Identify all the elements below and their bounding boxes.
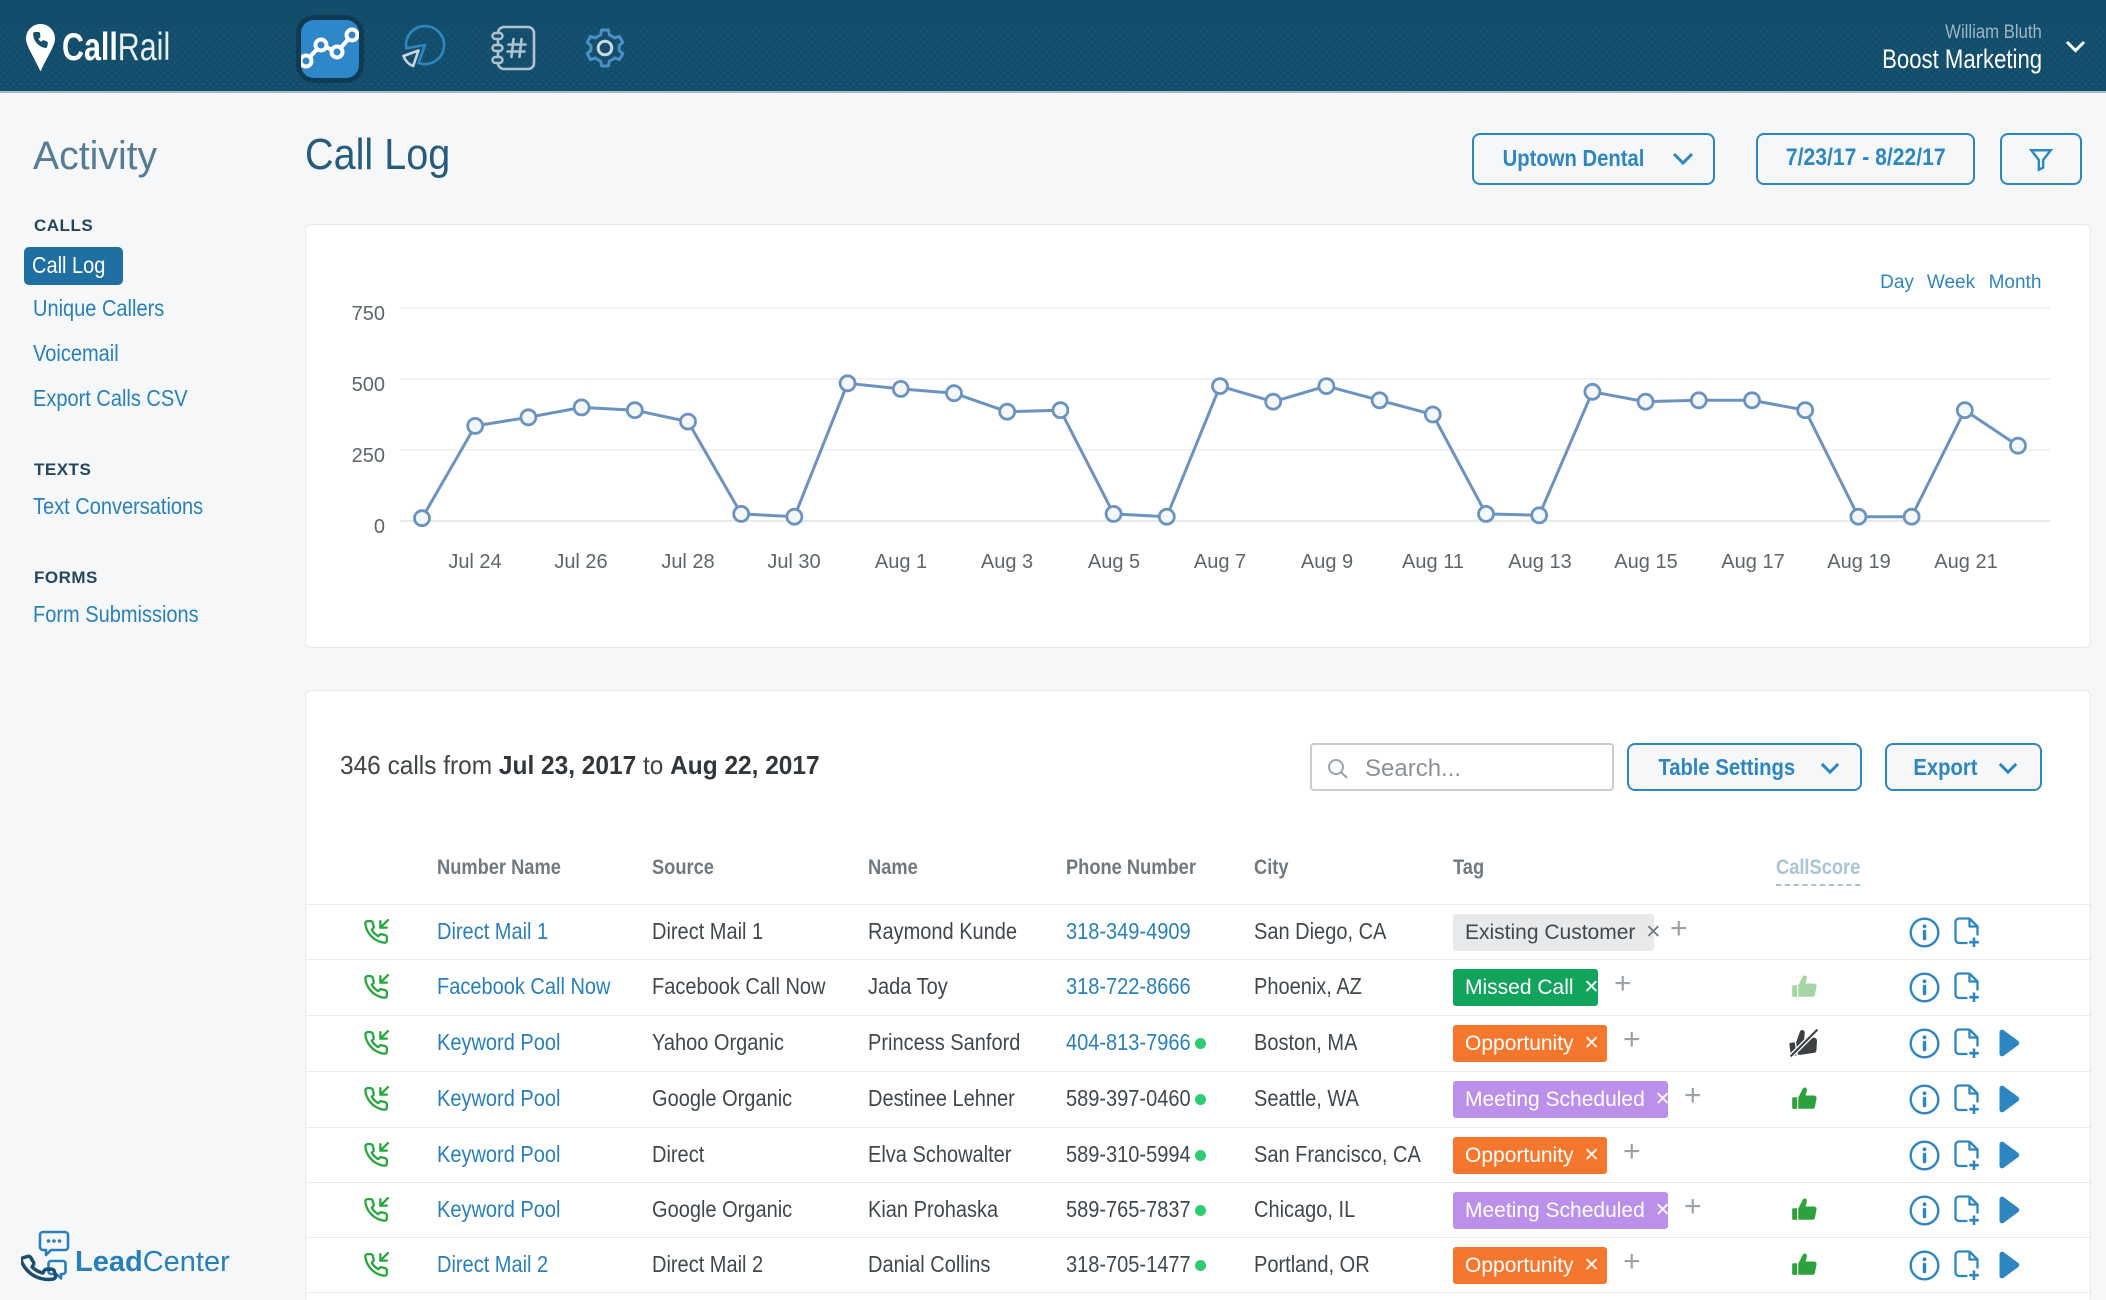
svg-text:750: 750: [352, 303, 385, 325]
svg-text:Aug 13: Aug 13: [1508, 551, 1571, 573]
svg-text:0: 0: [374, 516, 385, 538]
svg-text:Week: Week: [1927, 272, 1976, 293]
svg-text:250: 250: [352, 445, 385, 467]
svg-text:Aug 21: Aug 21: [1934, 551, 1997, 573]
svg-text:Aug 5: Aug 5: [1088, 551, 1140, 573]
svg-text:Aug 9: Aug 9: [1301, 551, 1353, 573]
svg-text:Aug 15: Aug 15: [1614, 551, 1677, 573]
svg-text:Aug 3: Aug 3: [981, 551, 1033, 573]
svg-text:Month: Month: [1989, 272, 2042, 293]
svg-text:500: 500: [352, 374, 385, 396]
svg-text:Jul 30: Jul 30: [767, 551, 820, 573]
svg-text:Jul 26: Jul 26: [554, 551, 607, 573]
svg-text:Aug 1: Aug 1: [875, 551, 927, 573]
svg-text:Jul 28: Jul 28: [661, 551, 714, 573]
svg-text:Aug 17: Aug 17: [1721, 551, 1784, 573]
svg-text:Aug 19: Aug 19: [1827, 551, 1890, 573]
svg-text:Jul 24: Jul 24: [448, 551, 501, 573]
svg-text:Aug 11: Aug 11: [1402, 551, 1464, 573]
svg-text:Aug 7: Aug 7: [1194, 551, 1246, 573]
svg-text:Day: Day: [1880, 272, 1914, 293]
